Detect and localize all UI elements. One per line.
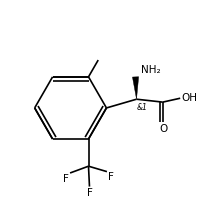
Text: &1: &1 <box>137 103 148 112</box>
Text: F: F <box>87 188 93 198</box>
Text: F: F <box>108 172 114 182</box>
Text: OH: OH <box>181 93 197 103</box>
Text: NH₂: NH₂ <box>141 65 161 75</box>
Polygon shape <box>132 77 139 99</box>
Text: O: O <box>159 124 167 134</box>
Text: F: F <box>63 174 69 184</box>
